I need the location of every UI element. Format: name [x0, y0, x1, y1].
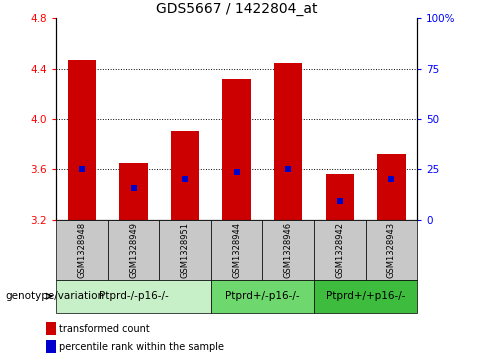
- Title: GDS5667 / 1422804_at: GDS5667 / 1422804_at: [156, 2, 317, 16]
- Text: genotype/variation: genotype/variation: [5, 291, 104, 301]
- Bar: [159, 220, 211, 280]
- Point: [387, 176, 395, 182]
- Bar: [274, 64, 303, 220]
- Text: GSM1328944: GSM1328944: [232, 221, 241, 278]
- Bar: [314, 280, 417, 313]
- Point: [285, 166, 292, 172]
- Bar: [46, 340, 56, 353]
- Bar: [171, 131, 199, 220]
- Bar: [56, 280, 211, 313]
- Bar: [325, 174, 354, 220]
- Text: GSM1328951: GSM1328951: [181, 221, 190, 278]
- Bar: [120, 163, 148, 220]
- Text: Ptprd+/-p16-/-: Ptprd+/-p16-/-: [225, 291, 300, 301]
- Text: transformed count: transformed count: [59, 323, 150, 334]
- Bar: [366, 220, 417, 280]
- Bar: [46, 322, 56, 335]
- Bar: [68, 60, 96, 220]
- Bar: [56, 220, 108, 280]
- Point: [336, 199, 344, 204]
- Text: GSM1328949: GSM1328949: [129, 221, 138, 278]
- Text: GSM1328946: GSM1328946: [284, 221, 293, 278]
- Bar: [211, 220, 263, 280]
- Point: [233, 170, 241, 175]
- Text: GSM1328943: GSM1328943: [387, 221, 396, 278]
- Bar: [377, 154, 406, 220]
- Text: GSM1328948: GSM1328948: [78, 221, 86, 278]
- Bar: [314, 220, 366, 280]
- Text: GSM1328942: GSM1328942: [335, 221, 345, 278]
- Text: Ptprd+/+p16-/-: Ptprd+/+p16-/-: [326, 291, 406, 301]
- Point: [181, 176, 189, 182]
- Bar: [223, 78, 251, 220]
- Text: Ptprd-/-p16-/-: Ptprd-/-p16-/-: [99, 291, 168, 301]
- Bar: [108, 220, 159, 280]
- Text: percentile rank within the sample: percentile rank within the sample: [59, 342, 224, 352]
- Point: [130, 185, 138, 191]
- Point: [78, 166, 86, 172]
- Bar: [263, 220, 314, 280]
- Bar: [211, 280, 314, 313]
